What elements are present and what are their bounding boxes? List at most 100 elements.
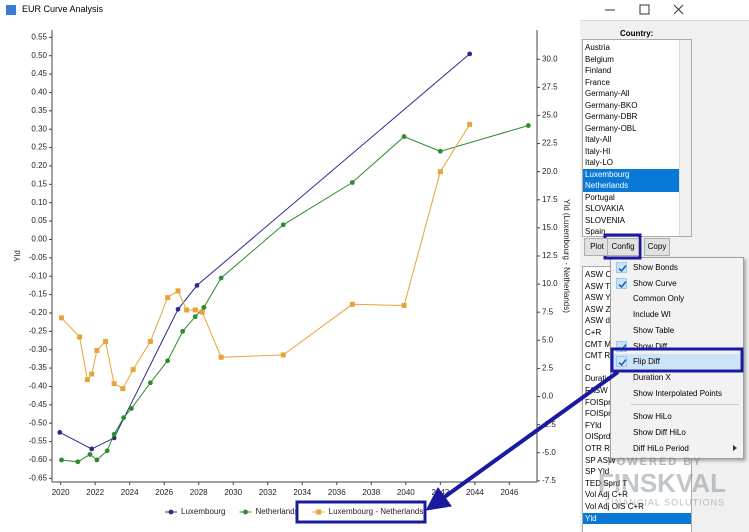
title-bar: EUR Curve Analysis bbox=[0, 0, 749, 21]
list-item[interactable]: France bbox=[585, 77, 610, 87]
menu-item[interactable]: Show Curve bbox=[613, 276, 740, 291]
data-point bbox=[84, 377, 90, 383]
menu-label: Flip Diff bbox=[633, 357, 660, 367]
menu-item[interactable]: Duration X bbox=[613, 370, 740, 385]
data-point bbox=[59, 457, 64, 463]
data-point bbox=[437, 148, 443, 154]
data-point bbox=[218, 354, 224, 360]
window-title: EUR Curve Analysis bbox=[22, 4, 104, 14]
list-item[interactable]: Italy-HI bbox=[585, 146, 611, 156]
data-point bbox=[75, 459, 81, 465]
menu-item[interactable]: Show Bonds bbox=[613, 260, 740, 275]
list-item[interactable]: Spain bbox=[585, 227, 606, 236]
y-tick-label: 0.20 bbox=[31, 161, 47, 170]
list-item[interactable]: CMT Mc bbox=[585, 339, 616, 349]
menu-item[interactable]: Flip Diff bbox=[613, 354, 740, 370]
x-tick-label: 2038 bbox=[362, 488, 380, 497]
check-mark bbox=[618, 265, 627, 273]
list-item[interactable]: Portugal bbox=[585, 192, 615, 202]
data-point bbox=[349, 301, 355, 307]
data-point bbox=[130, 367, 136, 373]
y-tick-label: 0.10 bbox=[31, 198, 47, 207]
menu-item[interactable]: Show Diff bbox=[613, 339, 740, 354]
list-item[interactable]: Netherlands bbox=[583, 180, 679, 192]
app-icon bbox=[6, 5, 16, 15]
y-tick-label: -0.30 bbox=[29, 345, 48, 354]
list-item[interactable]: C+R bbox=[585, 328, 602, 337]
x-tick-label: 2040 bbox=[397, 488, 415, 497]
y2-tick-label: 7.5 bbox=[542, 307, 554, 316]
y2-tick-label: 5.0 bbox=[542, 335, 554, 344]
data-point bbox=[437, 169, 443, 175]
list-item[interactable]: Austria bbox=[585, 43, 610, 52]
data-point bbox=[94, 347, 100, 353]
y2-tick-label: 22.5 bbox=[542, 139, 558, 148]
y-axis-title: Yld bbox=[13, 250, 22, 262]
list-item[interactable]: ASW Z bbox=[585, 304, 611, 314]
series-line bbox=[61, 125, 529, 463]
list-item[interactable]: Luxembourg bbox=[583, 168, 679, 180]
menu-item[interactable]: Show Table bbox=[613, 323, 740, 338]
list-item[interactable]: ASW T bbox=[585, 281, 611, 291]
list-item[interactable]: Finland bbox=[585, 66, 612, 75]
y2-tick-label: 25.0 bbox=[542, 111, 558, 120]
menu-item[interactable]: Show Diff HiLo bbox=[613, 425, 740, 440]
y2-tick-label: -7.5 bbox=[542, 476, 556, 485]
list-item[interactable]: TED Sprd T bbox=[585, 478, 628, 488]
close-button[interactable] bbox=[673, 4, 684, 15]
legend-label: Luxembourg bbox=[181, 507, 225, 516]
list-item[interactable]: Germany-BKO bbox=[585, 100, 638, 110]
list-item[interactable]: C bbox=[585, 362, 591, 372]
series-line bbox=[59, 53, 471, 450]
list-item[interactable]: Vol Adj OIS C+R bbox=[585, 502, 644, 511]
y2-tick-label: 2.5 bbox=[542, 364, 554, 373]
menu-item[interactable]: Diff HiLo Period bbox=[613, 441, 740, 456]
list-item[interactable]: ASW Y bbox=[585, 293, 611, 303]
menu-item[interactable]: Show HiLo bbox=[613, 409, 740, 424]
data-point bbox=[120, 386, 126, 392]
list-item[interactable]: Vol Adj C+R bbox=[585, 490, 628, 500]
list-item[interactable]: SLOVAKIA bbox=[585, 204, 624, 213]
list-item[interactable]: ASW dz bbox=[585, 316, 614, 326]
data-point bbox=[165, 358, 171, 364]
list-item[interactable]: ASW C bbox=[585, 270, 612, 279]
list-item[interactable]: Italy-All bbox=[585, 135, 612, 144]
data-point bbox=[467, 51, 473, 57]
country-list[interactable]: Austria Belgium Finland France Germany-All Ge… bbox=[582, 39, 692, 237]
menu-item[interactable]: Show Interpolated Points bbox=[613, 386, 740, 401]
menu-label: Show Table bbox=[633, 325, 675, 335]
check-icon bbox=[616, 277, 627, 289]
context-menu: Show Bonds Show Curve Common Only Include W… bbox=[610, 257, 744, 459]
series-line bbox=[61, 124, 471, 390]
data-point bbox=[199, 309, 205, 315]
x-tick-label: 2024 bbox=[121, 488, 139, 497]
list-item[interactable]: Yld bbox=[583, 512, 691, 525]
data-point bbox=[467, 121, 473, 127]
y2-tick-label: 17.5 bbox=[542, 195, 558, 204]
y-tick-label: 0.50 bbox=[31, 51, 47, 60]
data-point bbox=[103, 338, 109, 344]
menu-label: Include WI bbox=[633, 310, 671, 320]
data-point bbox=[192, 314, 198, 320]
submenu-arrow bbox=[733, 444, 737, 451]
maximize-button[interactable] bbox=[639, 4, 650, 15]
menu-item[interactable]: Include WI bbox=[613, 307, 740, 322]
chart: Yld Yld (Luxembourg - Netherlands) 0.55 0… bbox=[0, 20, 580, 532]
data-point bbox=[147, 338, 153, 344]
legend-marker bbox=[243, 509, 248, 515]
list-item[interactable]: SP Yld bbox=[585, 467, 610, 477]
list-item[interactable]: Germany-All bbox=[585, 89, 630, 98]
check-icon bbox=[616, 262, 627, 273]
list-item[interactable]: CMT R bbox=[585, 351, 611, 361]
list-item[interactable]: SLOVENIA bbox=[585, 215, 626, 225]
menu-item[interactable]: Common Only bbox=[613, 291, 740, 306]
data-point bbox=[87, 452, 93, 457]
data-point bbox=[89, 446, 95, 452]
list-item[interactable]: Italy-LO bbox=[585, 158, 614, 167]
button[interactable]: Config bbox=[607, 238, 639, 256]
list-item[interactable]: Germany-OBL bbox=[585, 123, 637, 133]
y-tick-label: 0.45 bbox=[31, 69, 47, 78]
button[interactable]: Copy bbox=[644, 238, 670, 256]
list-item[interactable]: Belgium bbox=[585, 54, 614, 64]
list-item[interactable]: Germany-DBR bbox=[585, 112, 638, 121]
